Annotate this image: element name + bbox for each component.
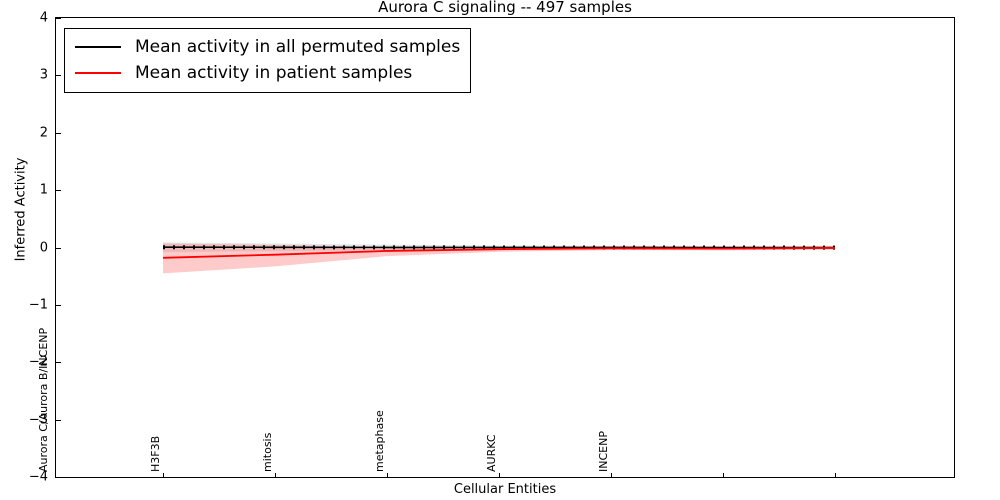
plot-area xyxy=(55,17,955,478)
x-axis-tick-mark xyxy=(499,473,500,478)
x-axis-tick-mark xyxy=(387,473,388,478)
x-axis-tick-mark xyxy=(611,473,612,478)
legend-line-swatch xyxy=(75,72,121,74)
y-axis-tick-mark xyxy=(56,190,61,192)
y-axis-tick-mark xyxy=(56,18,61,19)
series-confidence-band xyxy=(163,243,835,274)
y-axis-tick-mark xyxy=(56,419,61,421)
y-axis-tick-label: 0 xyxy=(39,240,48,255)
legend-label: Mean activity in all permuted samples xyxy=(135,37,461,57)
y-axis-tick-mark xyxy=(56,75,61,77)
legend-entry: Mean activity in patient samples xyxy=(75,60,460,86)
chart-legend: Mean activity in all permuted samples Mea… xyxy=(64,28,472,93)
y-axis-tick-label: 4 xyxy=(39,10,48,26)
y-axis-tick-mark xyxy=(56,247,61,249)
y-axis-tick-label: 1 xyxy=(39,182,48,198)
x-axis-tick-mark xyxy=(163,473,164,478)
y-axis-tick-label: −1 xyxy=(28,297,48,313)
legend-entry: Mean activity in all permuted samples xyxy=(75,34,460,60)
y-axis-tick-mark xyxy=(56,362,61,364)
series-line xyxy=(162,247,836,259)
x-axis-tick-mark xyxy=(275,473,276,478)
x-axis-tick-mark xyxy=(835,473,836,478)
y-axis-label: Inferred Activity xyxy=(13,157,29,262)
y-axis-tick-label: −2 xyxy=(28,354,48,370)
y-axis-tick-mark xyxy=(56,132,61,134)
x-axis-tick-mark xyxy=(723,473,724,478)
y-axis-tick-label: −4 xyxy=(28,469,48,485)
y-axis-tick-labels: 4 3 2 1 0 −1 −2 −3 −4 xyxy=(0,0,48,500)
x-axis-label: Cellular Entities xyxy=(453,482,557,497)
legend-label: Mean activity in patient samples xyxy=(135,63,413,83)
y-axis-tick-label: 2 xyxy=(39,125,48,141)
chart-title: Aurora C signaling -- 497 samples xyxy=(378,0,632,16)
x-axis-tick-label: INCENP xyxy=(597,431,610,472)
y-axis-tick-label: 3 xyxy=(39,67,48,83)
y-axis-tick-label: −3 xyxy=(28,412,48,428)
plot-canvas xyxy=(162,242,836,274)
legend-line-swatch xyxy=(75,46,121,48)
y-axis-tick-mark xyxy=(56,304,61,306)
